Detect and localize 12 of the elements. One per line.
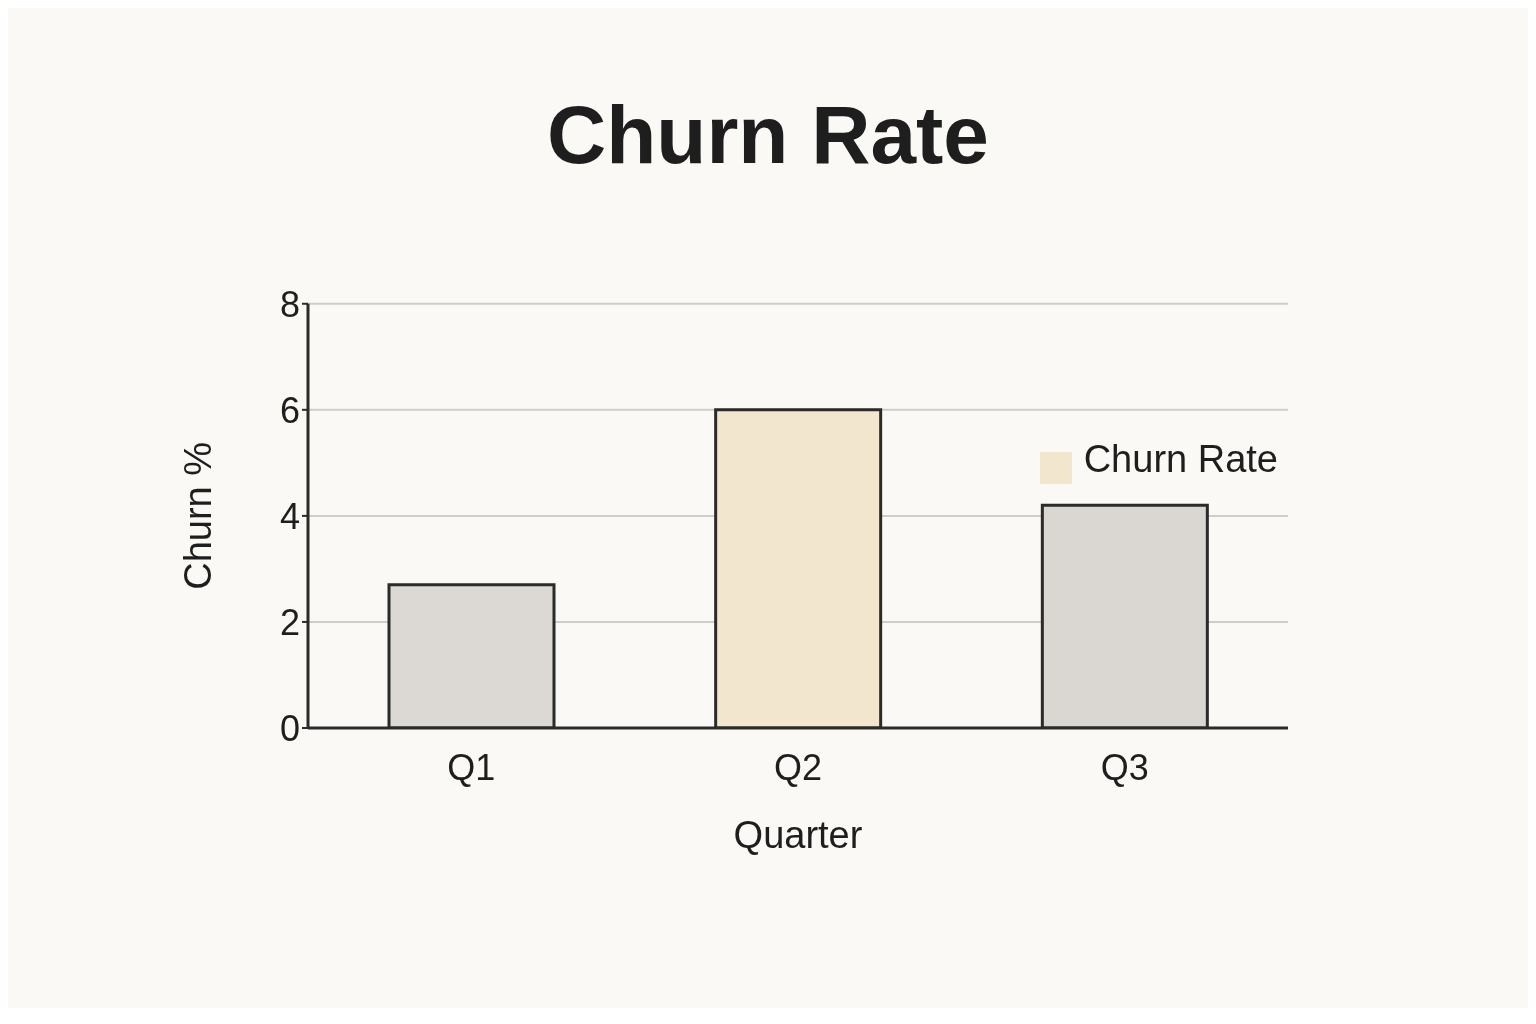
x-tick-label: Q2: [773, 746, 823, 788]
x-tick-label: Q3: [1100, 746, 1149, 788]
y-axis-title: Churn %: [177, 441, 220, 590]
chart-title: Churn Rate: [546, 88, 990, 182]
y-tick-label: 8: [279, 283, 300, 325]
y-tick-label: 0: [279, 707, 300, 749]
x-axis-title: Quarter: [733, 814, 863, 856]
y-tick-label: 4: [279, 495, 300, 537]
x-tick-label: Q1: [447, 746, 496, 788]
y-tick-label: 6: [279, 389, 300, 431]
y-tick-label: 2: [279, 601, 300, 643]
legend-label: Churn Rate: [1083, 438, 1278, 480]
